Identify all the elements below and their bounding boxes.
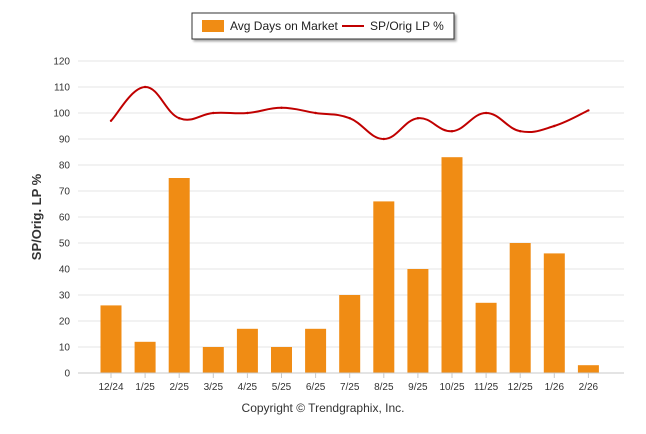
x-tick-label: 10/25: [439, 382, 464, 393]
x-axis-ticks: 12/24 1/25 2/25 3/25 4/25 5/25 6/25 7/25 8/25 9/2…: [98, 373, 599, 393]
line-point: [450, 130, 454, 133]
y-tick-label: 20: [59, 317, 71, 328]
y-tick-label: 120: [53, 57, 70, 68]
y-axis-ticks: 0 10 20 30 40 50 60 70 80 90 100 110 120: [53, 57, 70, 380]
x-tick-label: 3/25: [204, 382, 224, 393]
y-tick-label: 70: [59, 187, 71, 198]
y-tick-label: 110: [54, 83, 70, 94]
x-tick-label: 6/25: [306, 382, 326, 393]
line-point: [178, 117, 181, 120]
bar: [373, 201, 395, 373]
bar: [134, 341, 156, 373]
bar-series: [100, 157, 599, 373]
copyright-footer: Copyright © Trendgraphix, Inc.: [241, 401, 405, 415]
line-point: [212, 111, 215, 115]
bar: [202, 347, 224, 373]
legend-label-bar: Avg Days on Market: [230, 19, 338, 33]
bar: [236, 328, 258, 373]
y-tick-label: 100: [53, 109, 70, 120]
line-point: [587, 109, 590, 112]
bar: [577, 365, 599, 373]
x-tick-label: 8/25: [374, 382, 394, 393]
y-tick-label: 30: [59, 291, 71, 302]
x-tick-label: 12/25: [508, 382, 533, 393]
line-point: [246, 111, 249, 115]
x-tick-label: 1/26: [545, 382, 565, 393]
x-tick-label: 11/25: [474, 382, 499, 393]
x-tick-label: 1/25: [135, 382, 155, 393]
line-point: [484, 111, 488, 115]
line-point: [143, 85, 147, 89]
y-tick-label: 80: [59, 161, 71, 172]
bar: [441, 157, 463, 373]
x-tick-label: 5/25: [272, 382, 292, 393]
bar: [339, 295, 361, 373]
legend-label-line: SP/Orig LP %: [370, 19, 444, 33]
line-point: [382, 137, 385, 141]
legend-swatch-bar: [202, 20, 224, 32]
x-tick-label: 7/25: [340, 382, 360, 393]
bar: [543, 253, 565, 373]
line-point: [416, 117, 420, 120]
y-tick-label: 10: [59, 343, 71, 354]
line-point: [519, 130, 522, 133]
y-tick-label: 60: [59, 213, 71, 224]
bar: [407, 269, 429, 373]
x-tick-label: 12/24: [98, 382, 123, 393]
bar: [168, 178, 190, 373]
y-tick-label: 90: [59, 135, 71, 146]
y-axis-label: SP/Orig. LP %: [29, 173, 44, 260]
x-tick-label: 2/25: [169, 382, 189, 393]
x-tick-label: 4/25: [238, 382, 258, 393]
y-tick-label: 0: [64, 369, 70, 380]
bar: [271, 347, 292, 373]
y-tick-label: 50: [59, 239, 71, 250]
bar: [100, 305, 122, 373]
x-tick-label: 9/25: [408, 382, 428, 393]
bar: [509, 243, 531, 373]
line-point: [109, 119, 113, 123]
line-point: [314, 111, 317, 115]
legend: Avg Days on Market SP/Orig LP %: [191, 12, 455, 40]
line-point: [348, 117, 351, 120]
bar: [475, 302, 497, 373]
line-point: [553, 124, 556, 128]
line-point: [280, 106, 283, 110]
x-tick-label: 2/26: [579, 382, 599, 393]
bar: [305, 328, 327, 373]
y-tick-label: 40: [59, 265, 71, 276]
line-series: [109, 85, 590, 141]
legend-box: [191, 12, 455, 40]
